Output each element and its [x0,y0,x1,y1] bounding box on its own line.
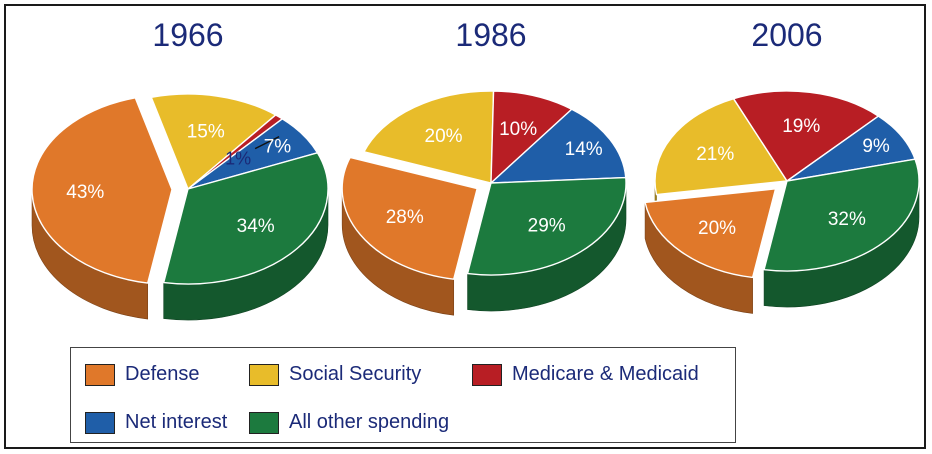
slice-label-2006-all-other-spending: 32% [828,209,866,230]
slice-label-1966-net-interest: 7% [264,136,292,157]
legend-item-medicare-medicaid: Medicare & Medicaid [472,363,699,386]
slice-1986-all-other-spending [466,176,627,276]
legend-item-all-other-spending: All other spending [249,411,449,434]
legend-swatch-net-interest [85,411,115,434]
legend-swatch-social-security [249,363,279,386]
legend-label-all-other-spending: All other spending [289,411,450,433]
slice-label-1986-net-interest: 14% [565,139,603,160]
pie-title-2006: 2006 [751,17,822,53]
slice-label-2006-defense: 20% [698,218,736,239]
legend-swatch-defense [85,363,115,386]
slice-1986-social-security [363,90,495,184]
slice-1986-defense [341,156,478,280]
legend-label-medicare-medicaid: Medicare & Medicaid [512,363,699,385]
slice-label-1966-social-security: 15% [187,121,225,142]
legend-swatch-medicare-medicaid [472,363,502,386]
slice-1966-social-security [150,93,277,190]
slice-2006-defense [644,188,777,279]
slice-2006-all-other-spending [763,158,920,272]
legend-item-net-interest: Net interest [85,411,227,434]
legend: Defense Social Security Medicare & Medic… [70,347,736,443]
leader-line-1966-medicare-medicaid [254,136,280,150]
slice-label-1986-all-other-spending: 29% [528,216,566,237]
legend-item-social-security: Social Security [249,363,421,386]
chart-frame: 1966 43% 15% 1% 7% 34% 1986 28% 20% 10% 14% 29% 2006… [4,4,926,449]
legend-label-social-security: Social Security [289,363,422,385]
pie-2006: 2006 20% 21% 19% 9% 32% [644,17,920,314]
slice-label-1986-medicare-medicaid: 10% [499,119,537,140]
legend-label-net-interest: Net interest [125,411,228,433]
pie-1986: 1986 28% 20% 10% 14% 29% [341,17,627,316]
slice-2006-medicare-medicaid [732,90,880,182]
slice-label-2006-net-interest: 9% [862,136,890,157]
pie-title-1986: 1986 [455,17,526,53]
legend-swatch-all-other-spending [249,411,279,434]
slice-1966-all-other-spending [162,152,329,285]
slice-label-2006-medicare-medicaid: 19% [782,116,820,137]
slice-label-2006-social-security: 21% [696,144,734,165]
slice-label-1966-defense: 43% [66,182,104,203]
legend-item-defense: Defense [85,363,200,386]
slice-2006-social-security [654,97,788,196]
slice-label-1966-all-other-spending: 34% [237,216,275,237]
pie-charts: 1966 43% 15%1% 7% 34% 1986 28% 20% 10% 14% 29% 2006… [31,17,920,321]
pie-title-1966: 1966 [152,17,223,53]
slice-label-1986-defense: 28% [386,207,424,228]
legend-label-defense: Defense [125,363,200,385]
slice-1966-defense [31,97,173,284]
slice-label-1986-social-security: 20% [425,126,463,147]
slice-1986-medicare-medicaid [490,90,573,184]
slice-1986-net-interest [490,108,627,184]
pie-1966: 1966 43% 15%1% 7% 34% [31,17,329,321]
slice-label-1966-medicare-medicaid: 1% [225,149,251,169]
